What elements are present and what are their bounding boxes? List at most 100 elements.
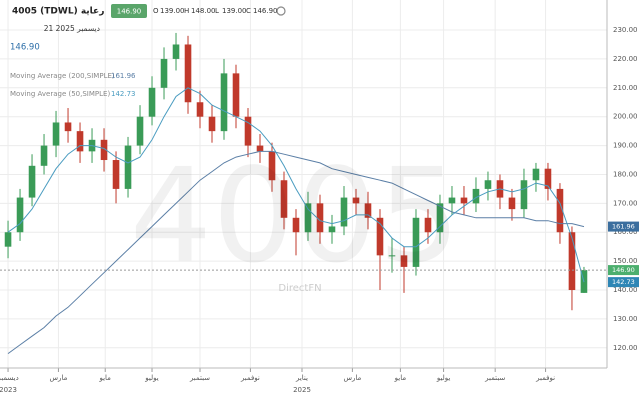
- last-price-box: [608, 265, 639, 276]
- candle-body: [328, 226, 336, 233]
- x-tick-label: مارس: [50, 374, 68, 382]
- candle-body: [304, 203, 312, 233]
- candle-body: [544, 168, 552, 189]
- price-badge: [111, 4, 147, 18]
- y-tick-label: 150.00: [613, 257, 638, 265]
- price-badge-text: 146.90: [117, 8, 142, 16]
- moving-average-line: [7, 150, 585, 355]
- candle-body: [484, 180, 492, 189]
- legend-value: 161.96: [111, 72, 136, 80]
- settings-icon[interactable]: [276, 6, 286, 16]
- legend-label: Moving Average (50,SIMPLE): [10, 90, 110, 98]
- brand: DirectFN: [278, 283, 321, 294]
- candle-body: [256, 145, 264, 152]
- candle-body: [412, 217, 420, 267]
- candle-body: [280, 180, 288, 218]
- candle-body: [340, 197, 348, 227]
- candle-body: [532, 168, 540, 181]
- candle-body: [220, 73, 228, 132]
- candle-body: [4, 232, 12, 247]
- y-tick-label: 220.00: [613, 55, 638, 63]
- candle-body: [52, 122, 60, 146]
- candle-body: [388, 255, 396, 257]
- candle-body: [124, 145, 132, 189]
- chart-date: 21 ديسمبر 2025: [44, 24, 100, 33]
- chart-title: 4005 (TDWL) رعاية: [12, 7, 104, 17]
- legend-value: 142.73: [111, 90, 136, 98]
- y-tick-label: 120.00: [613, 344, 638, 352]
- readout-value: 139.00: [160, 7, 185, 15]
- x-tick-label: مارس: [343, 374, 361, 382]
- candle-body: [136, 116, 144, 146]
- candle-body: [316, 203, 324, 233]
- y-tick-label: 230.00: [613, 26, 638, 34]
- candle-body: [568, 232, 576, 291]
- year-label: 2025: [293, 386, 311, 394]
- readout-key: H: [184, 7, 189, 15]
- readout-value: 146.90: [253, 7, 278, 15]
- y-tick-label: 170.00: [613, 199, 638, 207]
- x-tick-label: يناير: [295, 374, 308, 382]
- ma-value-label: 161.96: [612, 223, 635, 231]
- candle-body: [400, 255, 408, 267]
- candle-body: [460, 197, 468, 204]
- candle-body: [244, 116, 252, 146]
- candle-body: [184, 44, 192, 103]
- candle-body: [268, 151, 276, 181]
- moving-average-line: [7, 87, 585, 283]
- candle-body: [208, 116, 216, 132]
- y-tick-label: 160.00: [613, 228, 638, 236]
- readout-key: O: [153, 7, 159, 15]
- x-tick-label: يوليو: [436, 374, 450, 382]
- candle-body: [112, 160, 120, 189]
- x-tick-label: مايو: [98, 374, 111, 382]
- candle-body: [172, 44, 180, 59]
- last-price: 146.90: [10, 43, 40, 53]
- x-tick-label: نوفمبر: [535, 374, 555, 382]
- y-tick-label: 180.00: [613, 170, 638, 178]
- ma-value-label: 142.73: [612, 278, 635, 286]
- candle-body: [160, 58, 168, 88]
- candle-body: [232, 73, 240, 117]
- candle-body: [376, 217, 384, 256]
- candle-body: [556, 188, 564, 233]
- x-tick-label: يوليو: [144, 374, 158, 382]
- candle-body: [64, 122, 72, 132]
- readout-key: C: [246, 7, 251, 15]
- y-tick-label: 210.00: [613, 84, 638, 92]
- y-tick-label: 190.00: [613, 142, 638, 150]
- candle-body: [352, 197, 360, 204]
- candle-body: [424, 217, 432, 233]
- candle-body: [508, 197, 516, 210]
- candle-body: [148, 87, 156, 117]
- readout-value: 148.00: [191, 7, 216, 15]
- plot-area: [0, 0, 607, 368]
- candle-body: [100, 139, 108, 161]
- candle-body: [472, 188, 480, 204]
- x-tick-label: ديسمبر: [0, 374, 19, 382]
- candle-body: [292, 217, 300, 233]
- candle-body: [16, 197, 24, 233]
- ma-value-box: [608, 221, 639, 232]
- last-price-label: 146.90: [612, 266, 635, 274]
- x-tick-label: سبتمبر: [189, 374, 210, 382]
- year-label: 2023: [0, 386, 17, 394]
- readout-key: L: [215, 7, 219, 15]
- watermark: 4005: [130, 140, 461, 292]
- x-tick-label: نوفمبر: [240, 374, 260, 382]
- candle-body: [436, 203, 444, 233]
- candle-body: [196, 102, 204, 117]
- y-tick-label: 130.00: [613, 315, 638, 323]
- candle-body: [40, 145, 48, 166]
- y-tick-label: 200.00: [613, 113, 638, 121]
- candle-body: [520, 180, 528, 210]
- ma-value-box: [608, 277, 639, 288]
- legend-label: Moving Average (200,SIMPLE): [10, 72, 115, 80]
- candle-body: [448, 197, 456, 204]
- readout-value: 139.00: [222, 7, 247, 15]
- candle-body: [28, 165, 36, 198]
- y-tick-label: 140.00: [613, 286, 638, 294]
- x-tick-label: مايو: [394, 374, 407, 382]
- x-tick-label: سبتمبر: [484, 374, 505, 382]
